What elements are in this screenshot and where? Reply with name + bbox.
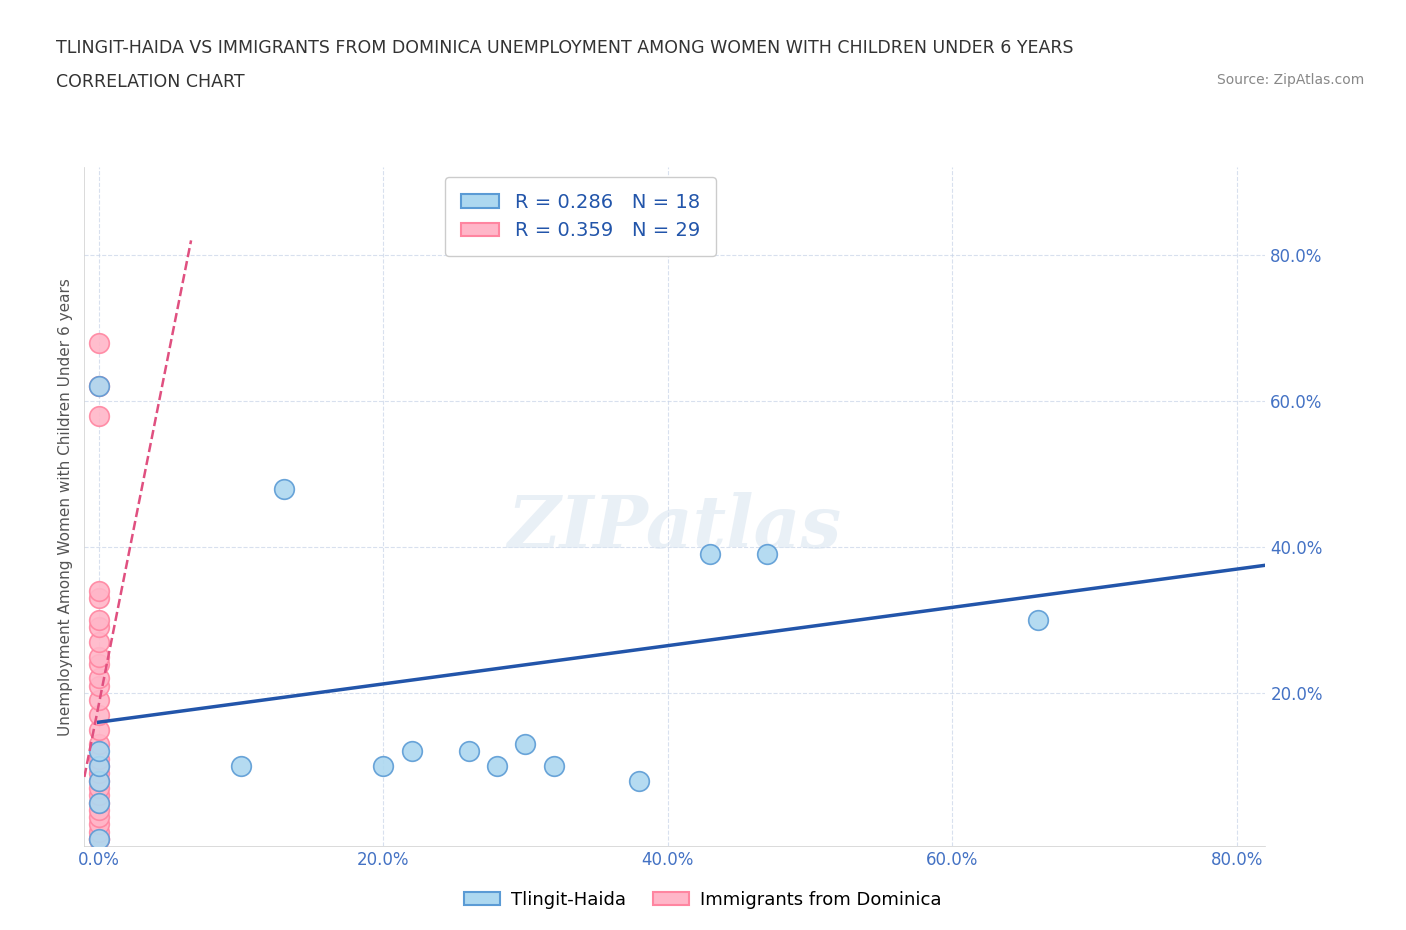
Point <box>373 759 395 774</box>
Point <box>87 737 110 751</box>
Point <box>457 744 479 759</box>
Point <box>628 773 651 788</box>
Point <box>87 591 110 605</box>
Point <box>87 379 110 393</box>
Point <box>87 773 110 788</box>
Point <box>273 481 295 496</box>
Point <box>87 722 110 737</box>
Point <box>87 613 110 628</box>
Point <box>87 773 110 788</box>
Point <box>1026 613 1049 628</box>
Legend: Tlingit-Haida, Immigrants from Dominica: Tlingit-Haida, Immigrants from Dominica <box>457 884 949 916</box>
Point <box>87 708 110 723</box>
Point <box>87 780 110 795</box>
Text: CORRELATION CHART: CORRELATION CHART <box>56 73 245 90</box>
Point <box>515 737 537 751</box>
Point <box>87 759 110 774</box>
Point <box>87 795 110 810</box>
Point <box>87 810 110 825</box>
Point <box>87 751 110 766</box>
Point <box>87 649 110 664</box>
Point <box>87 583 110 598</box>
Point <box>87 634 110 649</box>
Point <box>543 759 565 774</box>
Point <box>87 831 110 846</box>
Point <box>87 759 110 774</box>
Text: TLINGIT-HAIDA VS IMMIGRANTS FROM DOMINICA UNEMPLOYMENT AMONG WOMEN WITH CHILDREN: TLINGIT-HAIDA VS IMMIGRANTS FROM DOMINIC… <box>56 39 1074 57</box>
Point <box>485 759 508 774</box>
Point <box>87 620 110 635</box>
Point <box>87 824 110 839</box>
Point <box>401 744 423 759</box>
Text: ZIPatlas: ZIPatlas <box>508 492 842 563</box>
Point <box>87 693 110 708</box>
Legend: R = 0.286   N = 18, R = 0.359   N = 29: R = 0.286 N = 18, R = 0.359 N = 29 <box>444 177 716 256</box>
Point <box>87 831 110 846</box>
Point <box>87 744 110 759</box>
Point <box>87 817 110 831</box>
Point <box>87 335 110 350</box>
Point <box>87 657 110 671</box>
Point <box>87 766 110 781</box>
Point <box>87 803 110 817</box>
Point <box>87 788 110 803</box>
Point <box>229 759 252 774</box>
Point <box>87 671 110 685</box>
Y-axis label: Unemployment Among Women with Children Under 6 years: Unemployment Among Women with Children U… <box>58 278 73 736</box>
Point <box>87 408 110 423</box>
Point <box>87 379 110 393</box>
Point <box>87 831 110 846</box>
Point <box>87 678 110 693</box>
Point <box>87 795 110 810</box>
Point <box>756 547 779 562</box>
Text: Source: ZipAtlas.com: Source: ZipAtlas.com <box>1216 73 1364 86</box>
Point <box>699 547 721 562</box>
